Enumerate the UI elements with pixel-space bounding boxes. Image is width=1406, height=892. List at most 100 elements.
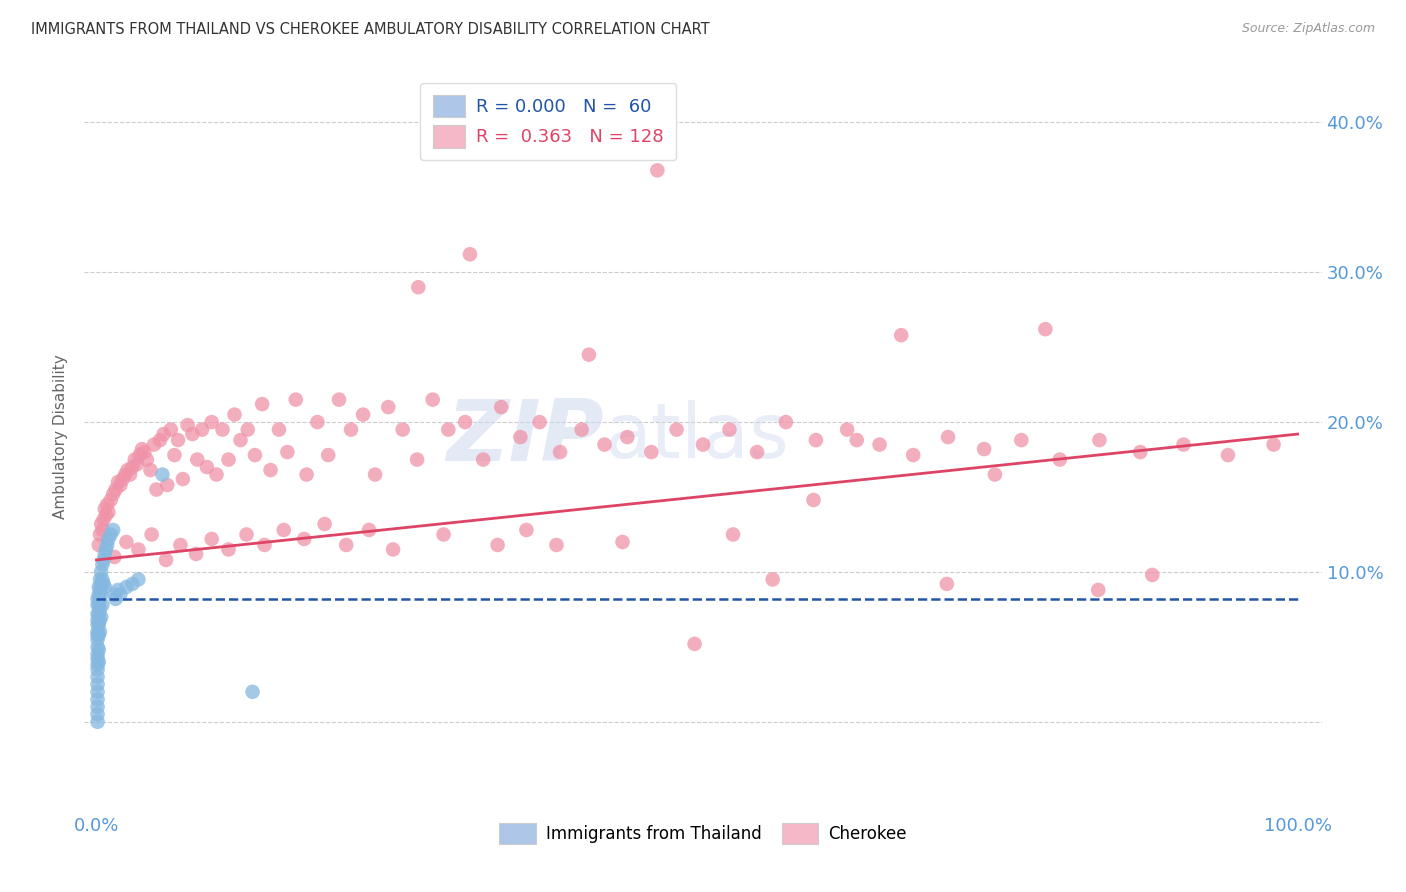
Point [93, 512, 115, 526]
Point [139, 463, 162, 477]
Point [181, 427, 204, 442]
Point [509, 430, 531, 444]
Point [97, 505, 120, 519]
Point [87, 643, 110, 657]
Point [665, 423, 688, 437]
Point [89, 582, 111, 597]
Point [377, 400, 399, 414]
Legend: Immigrants from Thailand, Cherokee: Immigrants from Thailand, Cherokee [491, 815, 915, 852]
Point [546, 538, 568, 552]
Point [149, 433, 172, 447]
Text: ZIP: ZIP [446, 395, 605, 479]
Point [211, 423, 233, 437]
Point [131, 442, 153, 456]
Point [89, 624, 111, 639]
Point [273, 523, 295, 537]
Point [335, 538, 357, 552]
Point [422, 392, 444, 407]
Point [236, 423, 259, 437]
Point [1087, 582, 1109, 597]
Point [91, 598, 114, 612]
Point [127, 457, 149, 471]
Point [107, 582, 129, 597]
Point [103, 587, 125, 601]
Point [242, 685, 264, 699]
Point [169, 538, 191, 552]
Point [718, 423, 741, 437]
Point [111, 472, 134, 486]
Point [86, 699, 108, 714]
Point [143, 437, 166, 451]
Point [195, 460, 218, 475]
Point [156, 478, 179, 492]
Point [745, 445, 768, 459]
Point [86, 628, 108, 642]
Point [96, 498, 118, 512]
Point [86, 617, 108, 632]
Point [437, 423, 460, 437]
Point [127, 542, 149, 557]
Point [114, 467, 136, 482]
Point [432, 527, 454, 541]
Point [141, 527, 163, 541]
Point [186, 452, 208, 467]
Point [100, 527, 122, 541]
Point [91, 523, 114, 537]
Point [118, 467, 141, 482]
Point [86, 640, 108, 654]
Point [90, 565, 112, 579]
Point [103, 549, 125, 564]
Point [155, 553, 177, 567]
Point [176, 418, 198, 433]
Point [86, 657, 108, 672]
Point [1142, 568, 1164, 582]
Point [124, 452, 146, 467]
Point [163, 448, 186, 462]
Point [454, 415, 477, 429]
Point [87, 598, 110, 612]
Point [382, 542, 405, 557]
Point [1010, 433, 1032, 447]
Point [869, 437, 891, 451]
Point [529, 415, 551, 429]
Point [250, 397, 273, 411]
Point [276, 445, 298, 459]
Point [515, 523, 537, 537]
Point [406, 452, 429, 467]
Text: atlas: atlas [605, 401, 789, 474]
Point [340, 423, 363, 437]
Point [104, 483, 127, 497]
Point [97, 532, 120, 546]
Point [103, 523, 125, 537]
Point [110, 587, 132, 601]
Point [121, 577, 143, 591]
Point [91, 558, 114, 572]
Point [1173, 437, 1195, 451]
Point [87, 538, 110, 552]
Point [86, 677, 108, 691]
Point [1049, 452, 1071, 467]
Y-axis label: Ambulatory Disability: Ambulatory Disability [53, 355, 69, 519]
Point [229, 433, 252, 447]
Point [87, 607, 110, 621]
Point [86, 652, 108, 666]
Point [647, 163, 669, 178]
Point [486, 538, 509, 552]
Point [110, 478, 132, 492]
Point [90, 610, 112, 624]
Point [86, 624, 108, 639]
Point [391, 423, 413, 437]
Point [89, 527, 111, 541]
Point [115, 535, 138, 549]
Point [683, 637, 706, 651]
Point [127, 573, 149, 587]
Point [1216, 448, 1239, 462]
Point [86, 613, 108, 627]
Point [86, 607, 108, 621]
Point [86, 692, 108, 706]
Point [89, 573, 111, 587]
Text: IMMIGRANTS FROM THAILAND VS CHEROKEE AMBULATORY DISABILITY CORRELATION CHART: IMMIGRANTS FROM THAILAND VS CHEROKEE AMB… [31, 22, 710, 37]
Point [90, 577, 112, 591]
Point [167, 433, 190, 447]
Point [135, 452, 157, 467]
